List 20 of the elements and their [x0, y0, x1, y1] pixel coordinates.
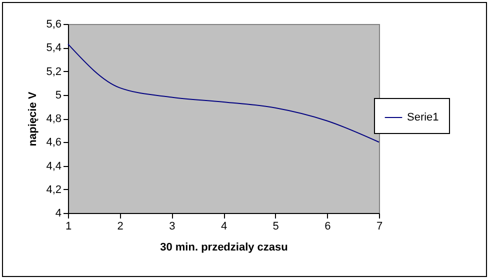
x-axis-title: 30 min. przedzialy czasu — [160, 242, 288, 254]
x-tick-label: 4 — [220, 220, 228, 232]
y-tick-label: 4,8 — [46, 113, 62, 125]
y-axis-title: napięcie V — [27, 91, 40, 146]
y-tick-label: 4,2 — [46, 184, 62, 196]
x-tick-label: 6 — [324, 220, 331, 232]
y-tick-label: 5,4 — [46, 42, 62, 54]
x-tick-label: 7 — [376, 220, 383, 232]
x-tick-label: 2 — [117, 220, 124, 232]
x-tick-label: 3 — [169, 220, 176, 232]
y-tick-label: 4,4 — [46, 160, 62, 172]
y-tick-label: 4 — [55, 208, 62, 220]
legend-label: Serie1 — [407, 112, 439, 124]
y-tick-label: 4,6 — [46, 136, 62, 149]
x-tick-label: 5 — [272, 220, 279, 232]
y-tick-label: 5 — [55, 89, 62, 102]
y-tick-label: 5,6 — [46, 18, 62, 30]
y-tick-label: 5,2 — [46, 66, 62, 78]
line-series — [68, 44, 380, 143]
x-tick-label: 1 — [65, 220, 72, 232]
